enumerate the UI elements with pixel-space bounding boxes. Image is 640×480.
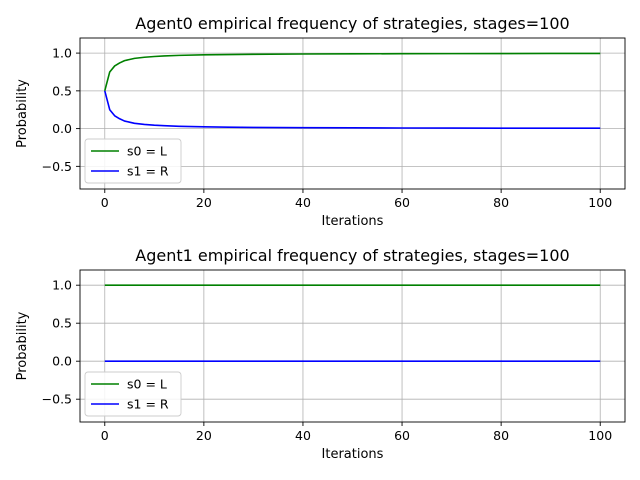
legend-label: s1 = R — [127, 397, 169, 412]
x-tick-label: 60 — [394, 195, 410, 210]
y-tick-label: 1.0 — [52, 278, 72, 293]
chart-0: Agent0 empirical frequency of strategies… — [15, 14, 626, 229]
series-line-0 — [103, 52, 601, 92]
x-tick-label: 0 — [101, 428, 109, 443]
y-tick-label: 0.5 — [52, 316, 72, 331]
plot-frame — [79, 269, 626, 423]
y-axis-label: Probability — [15, 79, 30, 148]
plot-frame — [79, 37, 626, 190]
x-axis-label: Iterations — [322, 447, 384, 462]
x-tick-label: 40 — [295, 195, 311, 210]
y-tick-label: −0.5 — [42, 392, 72, 407]
y-tick-label: 0.0 — [52, 121, 72, 136]
chart-1: Agent1 empirical frequency of strategies… — [15, 246, 626, 462]
x-tick-label: 0 — [101, 195, 109, 210]
x-axis-label: Iterations — [322, 214, 384, 229]
x-tick-label: 20 — [196, 195, 212, 210]
chart-title: Agent0 empirical frequency of strategies… — [135, 14, 569, 33]
x-tick-label: 20 — [196, 428, 212, 443]
series-line-1 — [103, 90, 601, 130]
x-tick-label: 40 — [295, 428, 311, 443]
x-tick-label: 80 — [493, 428, 509, 443]
legend-label: s1 = R — [127, 164, 169, 179]
x-tick-label: 60 — [394, 428, 410, 443]
chart-title: Agent1 empirical frequency of strategies… — [135, 246, 569, 265]
y-tick-label: 0.0 — [52, 354, 72, 369]
x-tick-label: 80 — [493, 195, 509, 210]
legend-label: s0 = L — [127, 144, 167, 159]
y-tick-label: −0.5 — [42, 159, 72, 174]
y-tick-label: 1.0 — [52, 46, 72, 61]
legend-box — [84, 138, 182, 184]
x-tick-label: 100 — [588, 428, 612, 443]
legend-box — [84, 371, 182, 417]
y-tick-label: 0.5 — [52, 83, 72, 98]
x-tick-label: 100 — [588, 195, 612, 210]
y-axis-label: Probability — [15, 311, 30, 380]
legend-label: s0 = L — [127, 377, 167, 392]
